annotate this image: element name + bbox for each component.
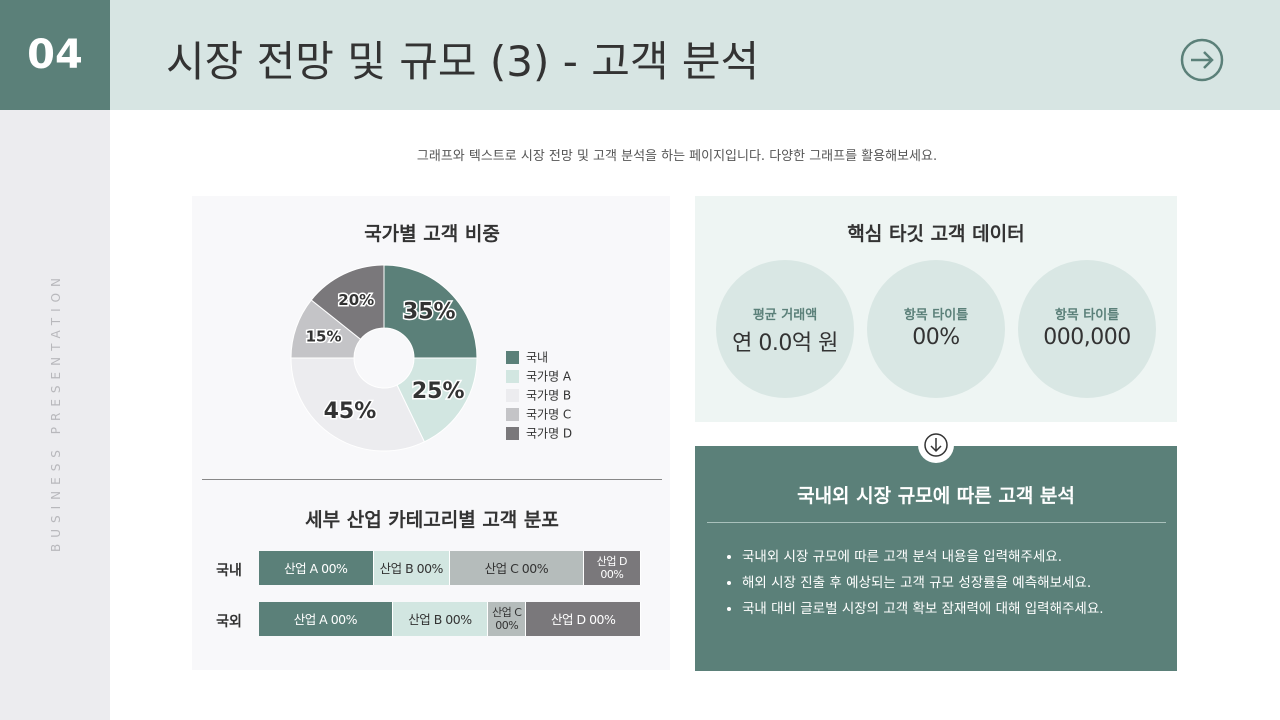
bar-row: 산업 A 00% 산업 B 00% 산업 C 00% 산업 D 00% xyxy=(259,551,641,585)
slice-label: 20% xyxy=(338,291,374,309)
section-number: 04 xyxy=(0,0,110,110)
bar-segment: 산업 D 00% xyxy=(526,602,641,636)
down-arrow xyxy=(918,427,954,463)
header-band xyxy=(0,0,1280,110)
bar-segment: 산업 A 00% xyxy=(259,551,374,585)
legend-label: 국가명 D xyxy=(526,427,572,441)
kpi-label: 항목 타이틀 xyxy=(903,308,969,323)
bar-title: 세부 산업 카테고리별 고객 분포 xyxy=(305,509,559,531)
row-label: 국외 xyxy=(216,614,242,630)
bar-segment: 산업 B 00% xyxy=(392,602,489,636)
bullet: 국내외 시장 규모에 따른 고객 분석 내용을 입력해주세요. xyxy=(742,545,1104,565)
legend-label: 국가명 A xyxy=(526,370,572,384)
kpi-label: 항목 타이틀 xyxy=(1054,308,1120,323)
pie-slice xyxy=(310,264,385,340)
kpi-label: 평균 거래액 xyxy=(752,308,818,323)
bar-row: 산업 A 00% 산업 B 00% 산업 C 00% 산업 D 00% xyxy=(259,602,641,636)
bullet: 국내 대비 글로벌 시장의 고객 확보 잠재력에 대해 입력해주세요. xyxy=(742,597,1104,617)
legend-swatch xyxy=(506,408,519,421)
bar-chart: 국내 산업 A 00% 산업 B 00% 산업 C 00% 산업 D 00% 국외 산업 A… xyxy=(200,551,660,651)
analysis-divider xyxy=(707,522,1166,523)
divider xyxy=(202,479,662,480)
legend-label: 국내 xyxy=(526,351,548,365)
legend-swatch xyxy=(506,351,519,364)
legend-label: 국가명 C xyxy=(526,408,571,422)
sidebar xyxy=(0,110,110,720)
legend-swatch xyxy=(506,389,519,402)
bar-segment: 산업 B 00% xyxy=(373,551,450,585)
analysis-bullets: 국내외 시장 규모에 따른 고객 분석 내용을 입력해주세요. 해외 시장 진출 … xyxy=(700,545,1104,623)
bar-segment: 산업 A 00% xyxy=(259,602,393,636)
slice-label: 35% xyxy=(403,300,456,325)
slice-label: 15% xyxy=(306,327,342,345)
row-label: 국내 xyxy=(216,563,242,579)
next-button[interactable] xyxy=(1180,38,1224,82)
bar-segment: 산업 C 00% xyxy=(488,602,527,636)
legend-swatch xyxy=(506,370,519,383)
kpi-circle xyxy=(716,260,854,398)
bar-segment: 산업 C 00% xyxy=(450,551,584,585)
pie-slice xyxy=(383,264,478,359)
legend-label: 국가명 B xyxy=(526,389,571,403)
pie-slice xyxy=(396,357,478,443)
kpi-value: 00% xyxy=(912,325,960,350)
kpi-value: 000,000 xyxy=(1043,325,1131,350)
analysis-panel xyxy=(695,446,1177,671)
kpi-title: 핵심 타깃 고객 데이터 xyxy=(847,223,1025,245)
subtitle: 그래프와 텍스트로 시장 전망 및 고객 분석을 하는 페이지입니다. 다양한 … xyxy=(416,149,938,164)
sidebar-label: BUSINESS PRESENTATION xyxy=(49,271,63,553)
kpi-circle xyxy=(867,260,1005,398)
page-title: 시장 전망 및 규모 (3) - 고객 분석 xyxy=(166,37,760,86)
slice-label: 45% xyxy=(324,399,377,424)
analysis-title: 국내외 시장 규모에 따른 고객 분석 xyxy=(797,485,1075,507)
legend-swatch xyxy=(506,427,519,440)
slice-label: 25% xyxy=(412,379,465,404)
kpi-value: 연 0.0억 원 xyxy=(732,331,838,356)
pie-slice xyxy=(290,357,426,452)
pie-title: 국가별 고객 비중 xyxy=(364,223,500,245)
bar-segment: 산업 D 00% xyxy=(583,551,641,585)
kpi-circle xyxy=(1018,260,1156,398)
bullet: 해외 시장 진출 후 예상되는 고객 규모 성장률을 예측해보세요. xyxy=(742,571,1104,591)
